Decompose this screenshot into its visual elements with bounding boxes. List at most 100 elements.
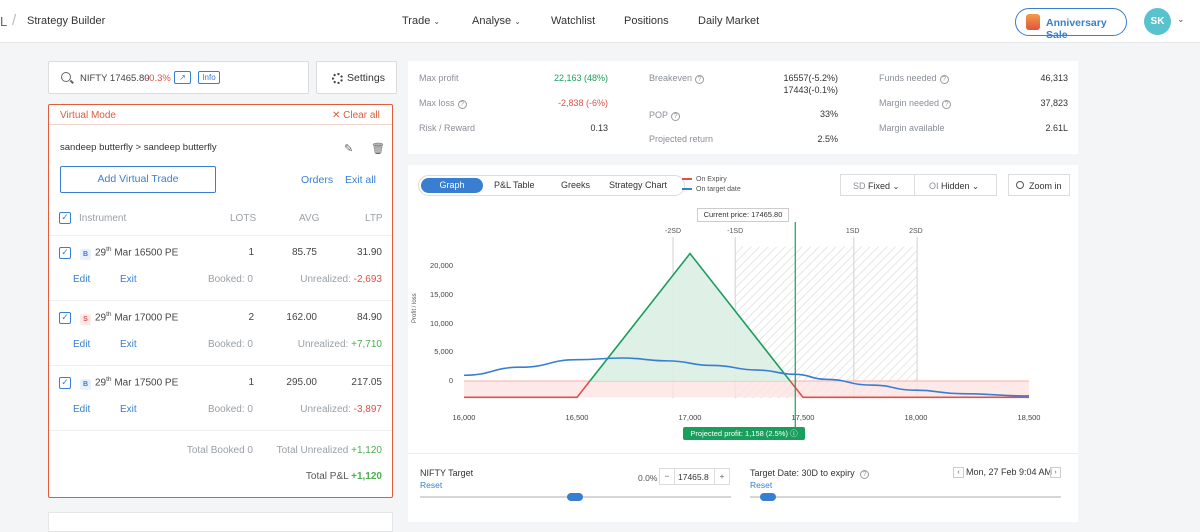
- divider: [49, 430, 392, 431]
- help-icon[interactable]: ?: [860, 470, 870, 479]
- leg-checkbox[interactable]: ✓: [59, 312, 71, 324]
- help-icon[interactable]: ⓘ: [790, 429, 798, 438]
- y-tick-label: 15,000: [430, 289, 453, 299]
- zoom-in-button[interactable]: Zoom in: [1008, 174, 1070, 196]
- page-title: Strategy Builder: [27, 15, 106, 27]
- strategy-panel: Virtual Mode ✕ Clear all sandeep butterf…: [48, 104, 393, 498]
- graph-panel: Graph P&L Table Greeks Strategy Chart On…: [408, 165, 1078, 522]
- total-pnl: Total P&L +1,120: [305, 471, 382, 482]
- nav-trade[interactable]: Trade ⌄: [402, 15, 441, 27]
- target-stepper[interactable]: − 17465.8 +: [659, 468, 730, 485]
- next-panel: [48, 512, 393, 532]
- expiry-line-loss-left: [464, 380, 591, 399]
- back-crumb[interactable]: L: [0, 14, 8, 29]
- help-icon[interactable]: ?: [942, 100, 952, 109]
- virtual-mode-label: Virtual Mode: [60, 110, 116, 121]
- funds-needed-label: Funds needed?: [879, 73, 949, 84]
- clear-all-button[interactable]: ✕ Clear all: [332, 110, 380, 121]
- anniversary-sale-button[interactable]: Anniversary Sale: [1015, 8, 1127, 41]
- tab-graph[interactable]: Graph: [421, 178, 483, 193]
- leg-edit-link[interactable]: Edit: [73, 404, 91, 415]
- chart-icon[interactable]: ↗: [174, 71, 191, 84]
- side-badge: B: [80, 249, 91, 260]
- info-button[interactable]: Info: [198, 71, 220, 84]
- chevron-down-icon[interactable]: ⌄: [1177, 14, 1185, 24]
- leg-exit-link[interactable]: Exit: [120, 404, 137, 415]
- leg-ltp: 84.90: [356, 312, 382, 323]
- leg-instrument: 29th Mar 17000 PE: [95, 311, 179, 324]
- help-icon[interactable]: ?: [695, 75, 705, 84]
- leg-edit-link[interactable]: Edit: [73, 274, 91, 285]
- search-change: -0.3%: [146, 73, 171, 84]
- tab-strategy-chart[interactable]: Strategy Chart: [609, 180, 668, 190]
- tab-greeks[interactable]: Greeks: [561, 180, 591, 190]
- exit-all-link[interactable]: Exit all: [345, 174, 376, 186]
- plus-icon[interactable]: +: [714, 469, 729, 484]
- gear-icon: [332, 73, 343, 84]
- leg-booked: Booked: 0: [207, 404, 253, 415]
- nav-analyse[interactable]: Analyse ⌄: [472, 15, 521, 27]
- leg-booked: Booked: 0: [207, 339, 253, 350]
- leg-unrealized: Unrealized: +7,710: [297, 339, 382, 350]
- reset-date-link[interactable]: Reset: [750, 480, 773, 490]
- breadcrumb-separator: /: [12, 12, 17, 29]
- expiry-line-loss-right: [789, 380, 1029, 399]
- help-icon[interactable]: ?: [457, 100, 467, 109]
- nav-daily-market[interactable]: Daily Market: [698, 15, 760, 27]
- help-icon[interactable]: ?: [671, 112, 681, 121]
- leg-ltp: 31.90: [356, 247, 382, 258]
- help-icon[interactable]: ?: [939, 75, 949, 84]
- sd-label: 2SD: [909, 228, 923, 235]
- leg-unrealized: Unrealized: -3,897: [300, 404, 382, 415]
- instrument-search[interactable]: NIFTY 17465.80 -0.3% ↗ Info: [48, 61, 309, 94]
- max-loss-label: Max loss?: [419, 98, 467, 109]
- leg-checkbox[interactable]: ✓: [59, 247, 71, 259]
- settings-button[interactable]: Settings: [316, 61, 397, 94]
- leg-exit-link[interactable]: Exit: [120, 339, 137, 350]
- metrics-panel: Max profit 22,163 (48%) Max loss? -2,838…: [408, 61, 1078, 154]
- leg-edit-link[interactable]: Edit: [73, 339, 91, 350]
- divider: [49, 235, 392, 236]
- chevron-left-icon[interactable]: ‹: [953, 467, 964, 478]
- max-loss-value: -2,838 (-6%): [557, 98, 608, 108]
- leg-checkbox[interactable]: ✓: [59, 377, 71, 389]
- close-icon: ✕: [332, 110, 344, 121]
- legend-on-expiry: On Expiry: [682, 176, 727, 183]
- nav-watchlist[interactable]: Watchlist: [551, 15, 596, 27]
- anniversary-sale-label: Anniversary Sale: [1046, 17, 1107, 41]
- date-slider-track[interactable]: [750, 496, 1061, 498]
- reset-target-link[interactable]: Reset: [420, 480, 443, 490]
- select-all-checkbox[interactable]: ✓: [59, 212, 71, 224]
- minus-icon[interactable]: −: [660, 469, 675, 484]
- leg-lots: 1: [248, 247, 254, 258]
- target-slider-handle[interactable]: [567, 493, 583, 501]
- y-tick-label: 5,000: [434, 347, 453, 357]
- settings-label: Settings: [347, 72, 385, 84]
- target-value[interactable]: 17465.8: [678, 472, 709, 482]
- payoff-chart: [463, 222, 1030, 427]
- edit-icon[interactable]: ✎: [344, 143, 354, 155]
- y-tick-label: 0: [448, 376, 453, 385]
- divider: [49, 300, 392, 301]
- orders-link[interactable]: Orders: [301, 174, 334, 186]
- date-slider-handle[interactable]: [760, 493, 776, 501]
- add-virtual-trade-button[interactable]: Add Virtual Trade: [60, 166, 216, 193]
- leg-booked: Booked: 0: [207, 274, 253, 285]
- divider: [49, 124, 392, 125]
- oi-select[interactable]: OI Hidden ⌄: [914, 174, 997, 196]
- leg-instrument: 29th Mar 17500 PE: [95, 376, 179, 389]
- chevron-right-icon[interactable]: ›: [1050, 467, 1061, 478]
- chevron-down-icon: ⌄: [514, 17, 521, 26]
- trash-icon[interactable]: 🗑: [371, 143, 385, 155]
- x-tick-label: 17,000: [678, 413, 702, 422]
- nav-positions[interactable]: Positions: [624, 15, 669, 27]
- divider: [408, 453, 1078, 454]
- gift-icon: [1026, 14, 1040, 30]
- y-tick-label: 20,000: [430, 261, 453, 270]
- col-avg: AVG: [299, 213, 320, 224]
- pop-value: 33%: [819, 109, 838, 119]
- tab-pnl-table[interactable]: P&L Table: [494, 180, 535, 190]
- leg-exit-link[interactable]: Exit: [120, 274, 137, 285]
- legend-swatch: [682, 178, 692, 181]
- avatar[interactable]: SK: [1144, 8, 1171, 35]
